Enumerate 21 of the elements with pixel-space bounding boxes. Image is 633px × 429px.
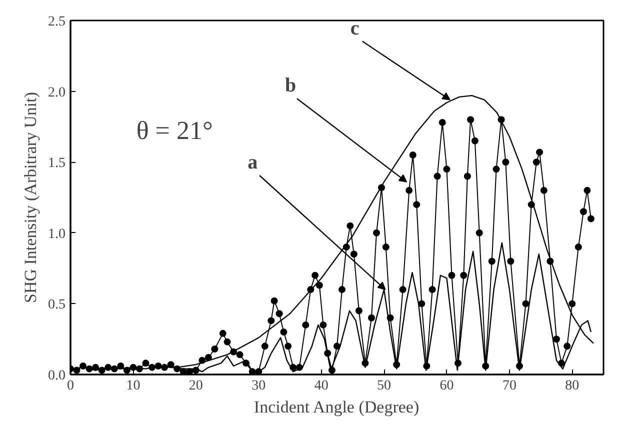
x-tick-label: 80: [565, 378, 580, 394]
annotation: c: [350, 17, 360, 40]
y-tick-label: 2.5: [48, 14, 66, 30]
x-tick-label: 60: [440, 378, 454, 394]
x-tick-label: 20: [188, 378, 203, 394]
y-tick-label: 0.0: [48, 368, 66, 384]
annotation: a: [248, 152, 258, 174]
x-tick-label: 0: [67, 378, 74, 394]
y-tick-label: 2.0: [48, 85, 66, 100]
x-tick-label: 50: [377, 378, 392, 394]
x-tick-label: 30: [252, 378, 266, 394]
x-tick-label: 10: [126, 378, 140, 394]
y-tick-label: 1.0: [48, 226, 66, 242]
x-tick-label: 40: [314, 378, 328, 394]
y-axis-title: SHG Intensity (Arbitrary Unit): [21, 92, 40, 304]
y-tick-label: 1.5: [48, 156, 66, 172]
x-axis-title: Incident Angle (Degree): [254, 398, 420, 416]
annotation: b: [284, 74, 296, 97]
y-tick-label: 0.5: [48, 298, 66, 313]
x-tick-label: 70: [502, 378, 516, 394]
annotation: θ = 21°: [136, 116, 213, 146]
